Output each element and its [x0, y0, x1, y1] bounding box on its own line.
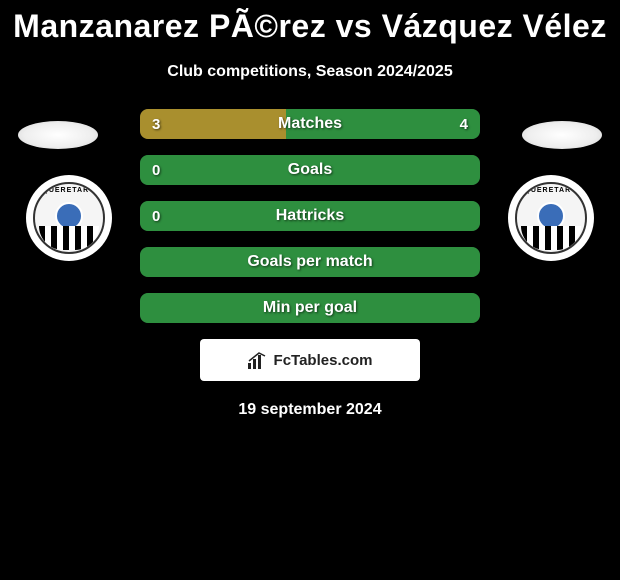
- stat-row: Goals per match: [140, 247, 480, 277]
- brand-label: FcTables.com: [274, 352, 373, 369]
- stat-row: Hattricks0: [140, 201, 480, 231]
- stat-row: Min per goal: [140, 293, 480, 323]
- stat-row: Matches3 4: [140, 109, 480, 139]
- stat-value-left: 3: [152, 109, 160, 139]
- stat-label: Goals per match: [140, 247, 480, 277]
- stat-label: Goals: [140, 155, 480, 185]
- badge-right-text: QUERETARO: [524, 187, 577, 194]
- team-left-badge: QUERETARO: [26, 175, 112, 261]
- brand-box[interactable]: FcTables.com: [200, 339, 420, 381]
- player-left-avatar: [18, 121, 98, 149]
- badge-left-text: QUERETARO: [42, 187, 95, 194]
- badge-stripes: [521, 226, 581, 250]
- date-label: 19 september 2024: [0, 401, 620, 419]
- stat-value-left: 0: [152, 201, 160, 231]
- subtitle: Club competitions, Season 2024/2025: [0, 63, 620, 81]
- stat-label: Hattricks: [140, 201, 480, 231]
- comparison-chart: QUERETARO QUERETARO Matches34Goals0Hattr…: [0, 109, 620, 323]
- page-title: Manzanarez PÃ©rez vs Vázquez Vélez: [0, 0, 620, 45]
- chart-icon: [248, 351, 268, 369]
- player-right-avatar: [522, 121, 602, 149]
- team-right-badge: QUERETARO: [508, 175, 594, 261]
- stat-value-left: 0: [152, 155, 160, 185]
- stat-bars: Matches34Goals0Hattricks0Goals per match…: [140, 109, 480, 323]
- stat-label: Min per goal: [140, 293, 480, 323]
- stat-label: Matches: [140, 109, 480, 139]
- stat-row: Goals0: [140, 155, 480, 185]
- stat-value-right: 4: [460, 109, 468, 139]
- badge-stripes: [39, 226, 99, 250]
